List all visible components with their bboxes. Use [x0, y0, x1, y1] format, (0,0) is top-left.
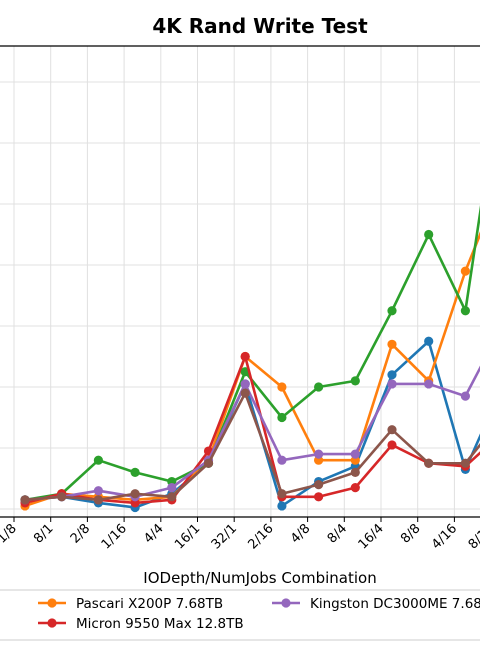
- data-point: [130, 489, 140, 499]
- series-4: [20, 365, 480, 505]
- x-tick-label: 2/16: [245, 521, 276, 552]
- data-point: [20, 495, 30, 505]
- x-tick-labels: 1/8 8/1 2/8 1/16 4/4 16/1 32/1 2/16 4/8 8/4 16/4 8/…: [0, 517, 480, 552]
- data-point: [203, 458, 214, 468]
- data-point: [424, 229, 434, 240]
- data-point: [57, 492, 67, 502]
- x-tick-label: 4/8: [288, 521, 313, 546]
- data-point: [350, 467, 360, 477]
- series-line: [24, 204, 480, 502]
- legend-label: Kingston DC3000ME 7.68TB: [310, 596, 480, 612]
- data-point: [167, 492, 177, 502]
- x-axis-label: IODepth/NumJobs Combination: [143, 569, 376, 587]
- series-line: [24, 355, 480, 505]
- data-point: [93, 495, 103, 505]
- data-point: [277, 501, 287, 511]
- legend-swatch-marker: [47, 598, 57, 608]
- series-1: [20, 231, 480, 511]
- x-tick-label: 8/8: [398, 521, 423, 546]
- x-tick-label: 4/16: [429, 521, 460, 552]
- grid-lines: [0, 46, 480, 517]
- x-tick-label: 16/4: [356, 521, 387, 552]
- data-point: [460, 391, 470, 401]
- data-point: [387, 370, 397, 380]
- data-point: [460, 306, 470, 316]
- series-line: [24, 365, 480, 502]
- data-point: [240, 388, 250, 398]
- series-3: [20, 351, 480, 508]
- data-point: [277, 382, 287, 392]
- data-point: [350, 376, 360, 386]
- data-point: [350, 483, 360, 493]
- data-point: [424, 379, 434, 389]
- data-point: [240, 379, 250, 389]
- data-point: [387, 339, 397, 349]
- data-point: [460, 266, 470, 276]
- data-point: [387, 440, 397, 450]
- x-tick-label: 8/4: [325, 521, 350, 546]
- x-tick-label: 2/8: [68, 521, 93, 546]
- data-point: [93, 486, 103, 496]
- x-tick-label: 8/1: [31, 521, 56, 546]
- data-point: [314, 382, 324, 392]
- x-tick-label: 32/1: [209, 521, 240, 552]
- series-line: [24, 231, 480, 508]
- data-point: [277, 412, 287, 423]
- series-2: [20, 204, 480, 505]
- series-line: [24, 339, 480, 509]
- data-point: [350, 449, 360, 459]
- legend-label: Pascari X200P 7.68TB: [76, 596, 223, 612]
- series-line: [24, 391, 480, 502]
- data-point: [387, 425, 397, 435]
- legend-entry: Pascari X200P 7.68TB: [38, 596, 223, 612]
- legend-label: Micron 9550 Max 12.8TB: [76, 616, 244, 632]
- data-point: [240, 351, 250, 362]
- plot-frame: [0, 45, 480, 518]
- data-point: [314, 492, 324, 502]
- series-lines: [20, 204, 480, 513]
- data-point: [314, 480, 324, 490]
- legend-swatch-marker: [47, 618, 57, 628]
- legend: Pascari X200P 7.68TB Micron 9550 Max 12.8…: [0, 589, 480, 641]
- x-tick-label: 16/1: [172, 521, 203, 552]
- data-point: [93, 455, 103, 465]
- data-point: [424, 458, 434, 468]
- data-point: [277, 455, 287, 465]
- data-point: [167, 483, 177, 493]
- data-point: [314, 449, 324, 459]
- x-tick-label: 8/16: [466, 521, 480, 552]
- series-5: [20, 388, 480, 505]
- x-tick-label: 1/16: [99, 521, 130, 552]
- legend-swatch-marker: [281, 598, 291, 608]
- x-tick-label: 4/4: [141, 521, 166, 546]
- legend-box: [0, 589, 480, 641]
- data-point: [130, 467, 140, 477]
- legend-entry: Kingston DC3000ME 7.68TB: [272, 596, 480, 612]
- x-tick-label: 1/8: [0, 521, 20, 546]
- legend-entry: Micron 9550 Max 12.8TB: [38, 616, 244, 632]
- data-point: [387, 379, 397, 389]
- data-point: [424, 336, 434, 346]
- chart-title: 4K Rand Write Test: [152, 14, 368, 38]
- data-point: [460, 458, 470, 468]
- data-point: [277, 489, 287, 499]
- data-point: [387, 306, 397, 316]
